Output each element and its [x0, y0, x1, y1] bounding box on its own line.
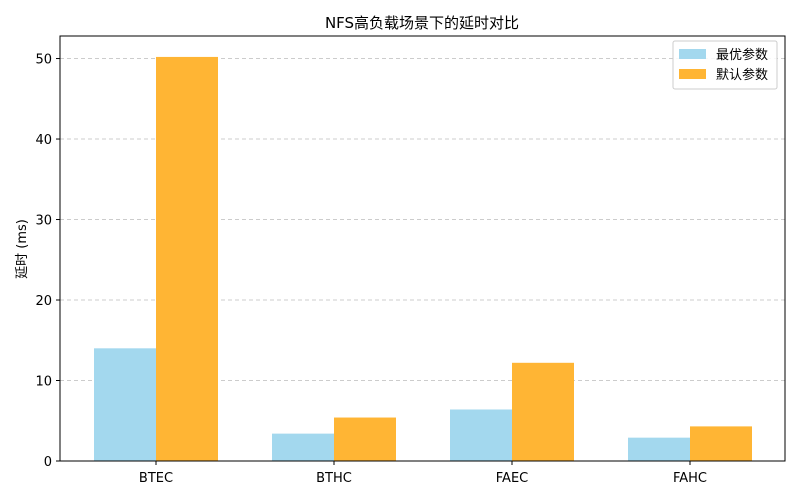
legend-swatch-1 — [679, 49, 706, 59]
legend-label-1: 最优参数 — [716, 47, 768, 63]
x-tick-label-BTEC: BTEC — [139, 471, 173, 486]
x-tick-label-BTHC: BTHC — [316, 471, 352, 486]
x-tick-labels: BTEC BTHC FAEC FAHC — [139, 471, 707, 486]
axes — [56, 35, 786, 465]
y-tick-label-30: 30 — [35, 214, 52, 229]
y-tick-label-20: 20 — [35, 294, 52, 309]
y-tick-label-0: 0 — [44, 455, 52, 470]
legend-label-2: 默认参数 — [716, 67, 768, 83]
bars — [94, 56, 752, 461]
bar-FAEC-series-2 — [512, 362, 574, 461]
legend-swatch-2 — [679, 69, 706, 79]
plot-frame — [59, 35, 786, 462]
y-axis-label: 延时 (ms) — [15, 219, 30, 279]
y-tick-labels: 0 10 20 30 40 50 — [35, 53, 52, 470]
chart-title: NFS高负载场景下的延时对比 — [325, 14, 519, 32]
bar-BTHC-series-2 — [334, 417, 396, 461]
y-tick-label-10: 10 — [35, 375, 52, 390]
bar-BTEC-series-1 — [94, 348, 156, 461]
y-tick-label-50: 50 — [35, 53, 52, 68]
bar-FAHC-series-1 — [628, 437, 690, 461]
bar-FAHC-series-2 — [690, 426, 752, 461]
bar-FAEC-series-1 — [450, 409, 512, 461]
x-tick-label-FAEC: FAEC — [496, 471, 528, 486]
bar-BTEC-series-2 — [156, 56, 218, 461]
bar-BTHC-series-1 — [272, 433, 334, 461]
x-tick-label-FAHC: FAHC — [673, 471, 707, 486]
y-tick-label-40: 40 — [35, 133, 52, 148]
